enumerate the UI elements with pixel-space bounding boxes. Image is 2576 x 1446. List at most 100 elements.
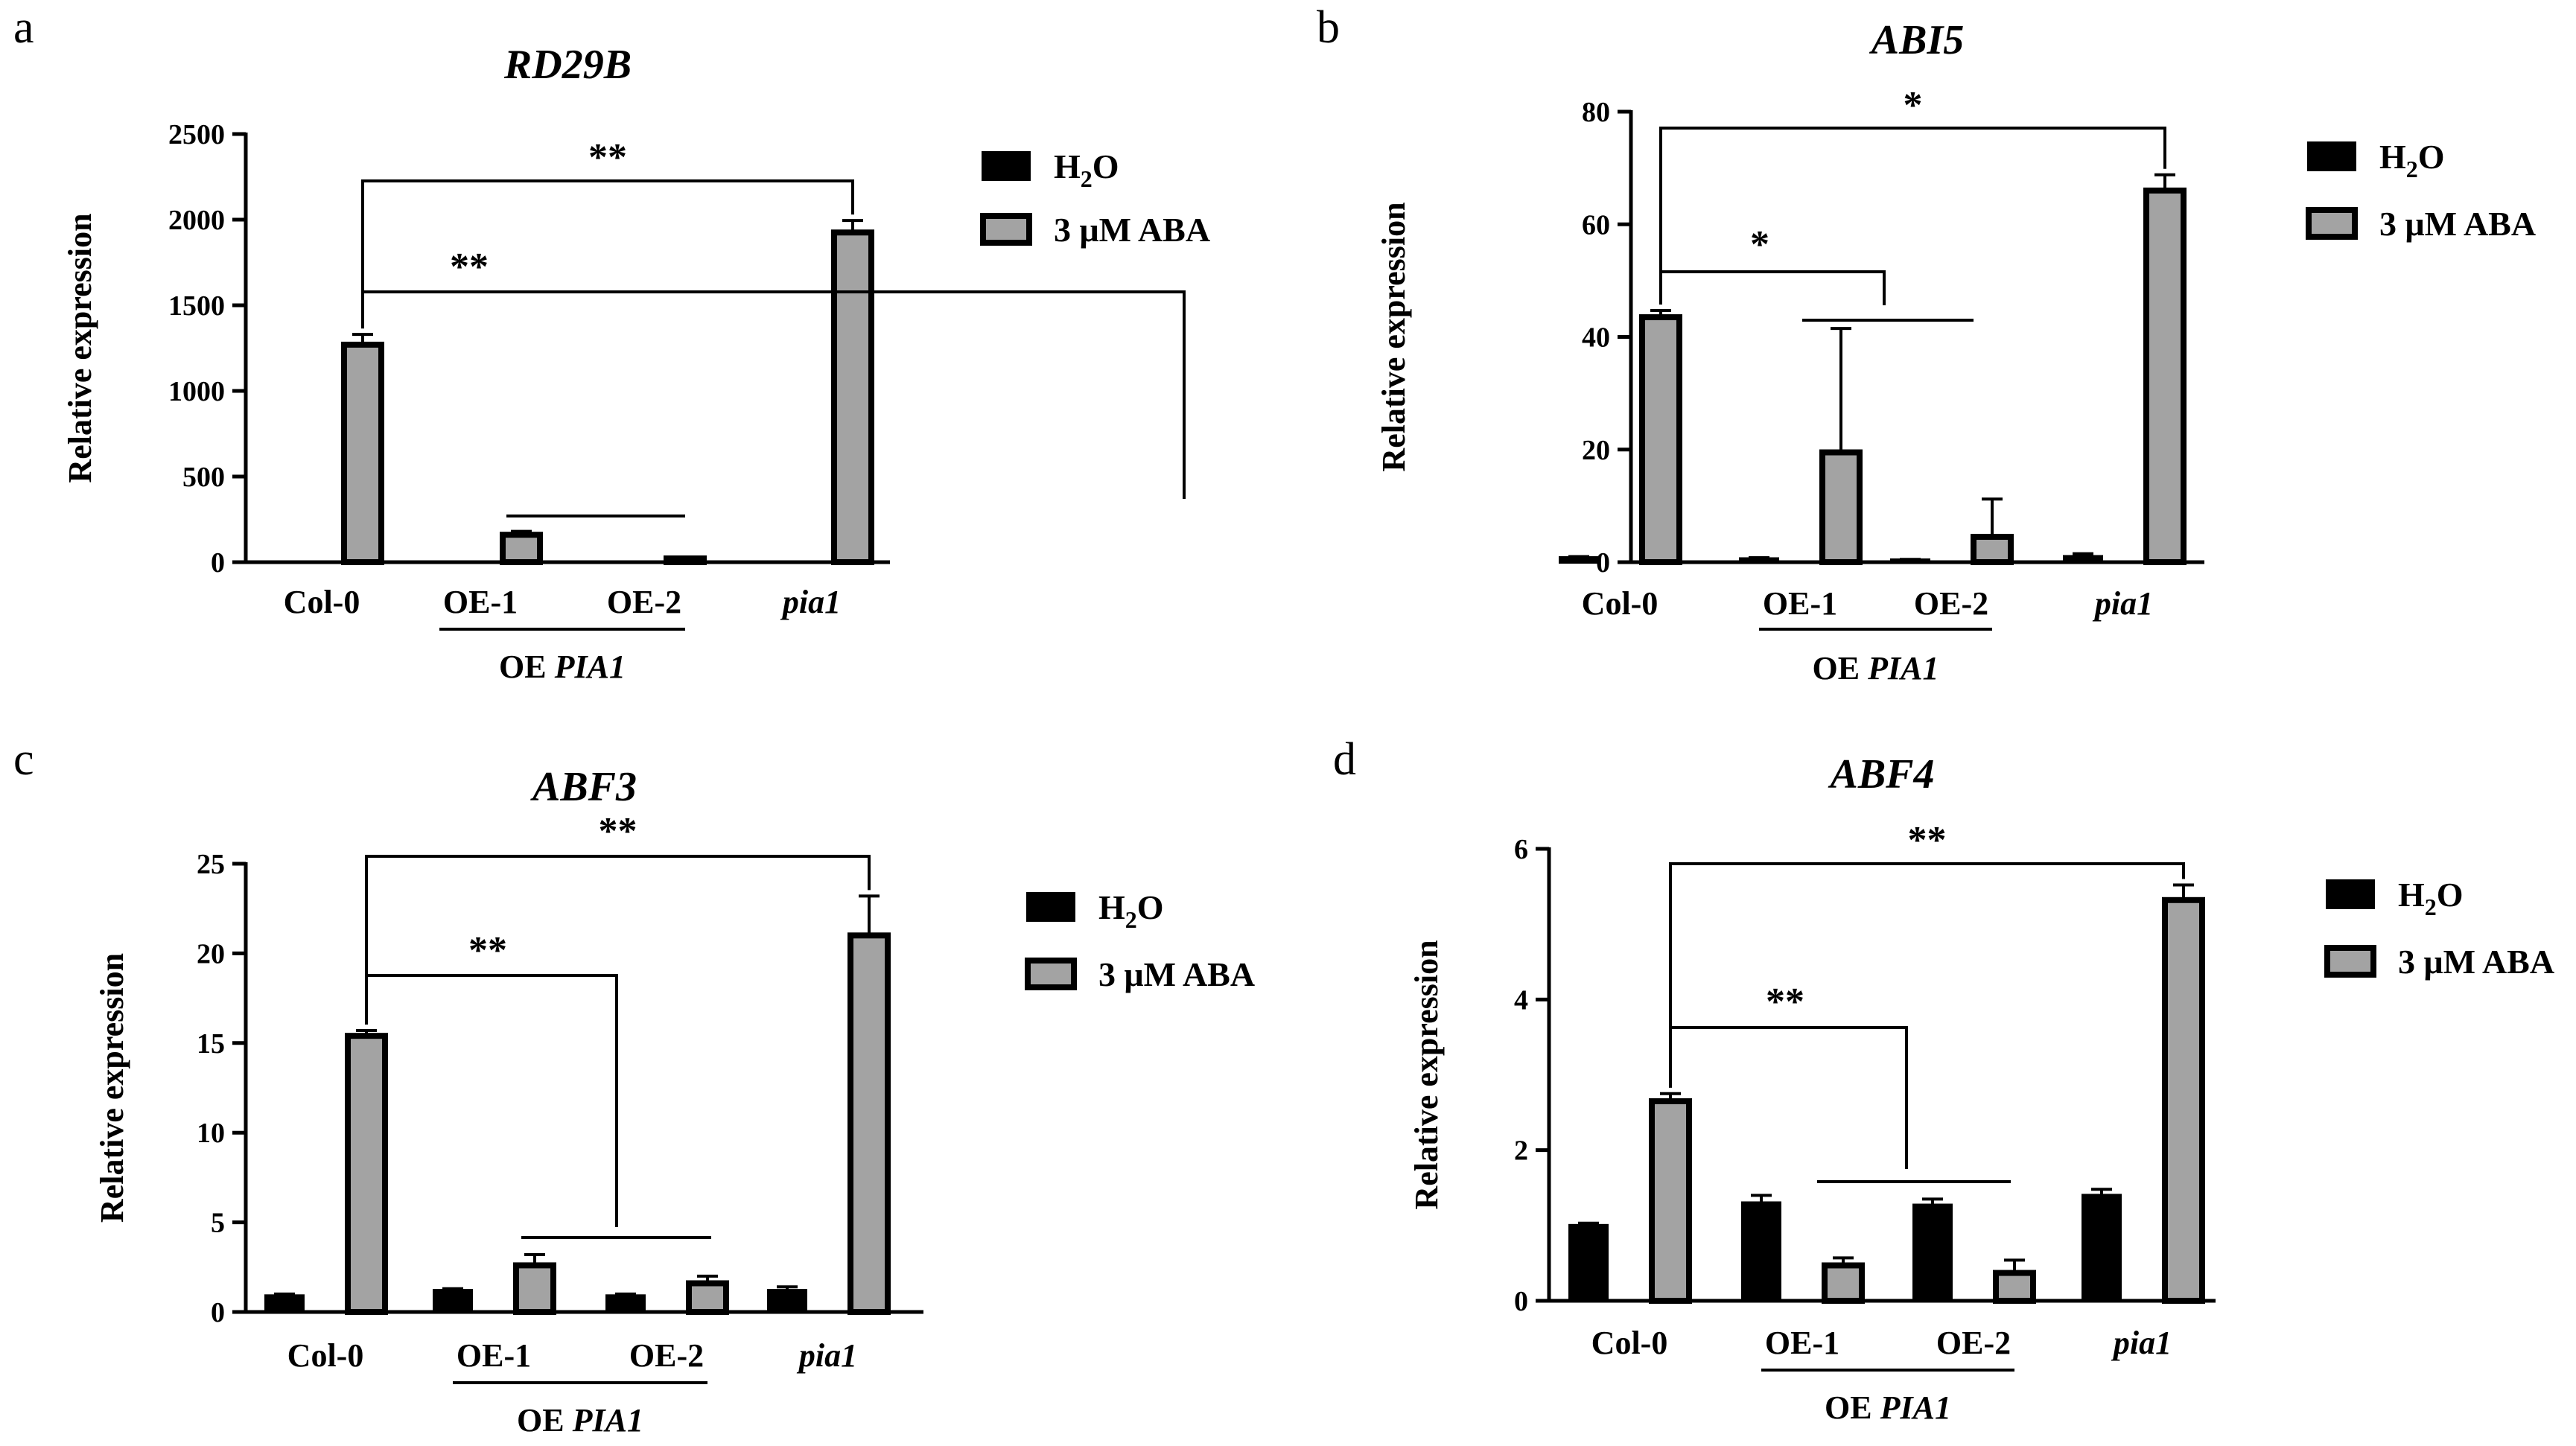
h2o-bar-oe-2 (605, 1294, 646, 1314)
significance-label: ** (468, 929, 507, 972)
category-label: OE-2 (1936, 1325, 2011, 1361)
group-label-prefix: OE (517, 1402, 565, 1439)
group-label-space (565, 1402, 573, 1439)
legend-swatch-aba (980, 213, 1032, 246)
y-axis-label: Relative expression (1376, 202, 1412, 471)
significance-bracket (1669, 862, 2185, 1088)
category-label: OE-2 (1914, 585, 1988, 622)
significance-label: ** (450, 246, 489, 288)
h2o-bar-oe-1 (1739, 557, 1779, 564)
group-label-prefix: OE (1825, 1389, 1872, 1426)
category-label: pia1 (2111, 1325, 2172, 1361)
legend-h2o-main: H (2398, 876, 2425, 914)
h2o-bar-col-0 (1568, 1223, 1609, 1303)
legend-label-h2o: H2O (1098, 888, 1164, 933)
y-tick-label: 20 (197, 938, 225, 969)
h2o-bar-pia1 (2082, 1194, 2122, 1303)
chart-title: ABI5 (1869, 17, 1965, 63)
category-label: OE-1 (457, 1337, 531, 1374)
h2o-bar-pia1 (767, 1289, 807, 1314)
group-label-gene: PIA1 (572, 1402, 643, 1439)
aba-bar-pia1 (831, 229, 874, 565)
category-label: OE-2 (607, 584, 681, 620)
h2o-bar-col-0 (264, 1294, 305, 1314)
group-label-prefix: OE (499, 649, 547, 685)
legend: H2O 3 μM ABA (980, 147, 1210, 249)
y-tick-label: 1000 (168, 376, 225, 407)
group-label-space (547, 649, 555, 685)
aba-bar-oe-2 (686, 1280, 729, 1316)
y-tick-label: 2 (1514, 1136, 1528, 1167)
legend-label-aba: 3 μM ABA (1054, 211, 1210, 249)
panel-letter: d (1333, 734, 1356, 785)
legend-swatch-h2o (982, 151, 1031, 181)
legend-h2o-end: O (2418, 138, 2445, 176)
category-label: Col-0 (284, 584, 360, 620)
legend-h2o-sub: 2 (1081, 165, 1093, 192)
h2o-bar-oe-1 (433, 1289, 473, 1314)
y-tick-label: 0 (1514, 1286, 1528, 1317)
significance-bracket (365, 855, 871, 1025)
aba-bar-col-0 (341, 341, 384, 565)
significance-label: ** (1766, 981, 1804, 1023)
category-label: OE-1 (1765, 1325, 1839, 1361)
legend-h2o-sub: 2 (1125, 906, 1137, 933)
legend: H2O 3 μM ABA (1025, 888, 1255, 993)
category-label: OE-2 (629, 1337, 704, 1374)
legend-label-aba: 3 μM ABA (1098, 955, 1255, 993)
legend-label-aba: 3 μM ABA (2398, 943, 2554, 981)
legend-h2o-main: H (2379, 138, 2406, 176)
significance-label: * (1904, 84, 1923, 127)
panel-b: b ABI5 Relative expression 0 20 40 60 80 Col-0 OE… (1317, 2, 2536, 687)
h2o-bar-oe-2 (1912, 1203, 1953, 1302)
panel-a: a RD29B Relative expression 0 500 1000 1500 200… (13, 2, 1210, 685)
aba-bar-oe-1 (500, 532, 543, 566)
panel-letter: b (1317, 2, 1340, 53)
legend-h2o-main: H (1098, 888, 1125, 926)
y-tick-label: 0 (1596, 547, 1610, 579)
chart-title: ABF4 (1828, 751, 1934, 797)
legend-h2o-sub: 2 (2406, 156, 2418, 182)
legend: H2O 3 μM ABA (2306, 138, 2536, 243)
group-label: OE PIA1 (517, 1402, 643, 1439)
significance-bracket (361, 179, 854, 329)
y-tick-label: 20 (1582, 435, 1610, 466)
significance-bracket (361, 290, 1186, 499)
group-label-space (1872, 1389, 1880, 1426)
aba-bar-pia1 (2143, 187, 2187, 565)
legend-h2o-end: O (1137, 888, 1164, 926)
category-label: pia1 (796, 1337, 857, 1374)
group-label: OE PIA1 (1825, 1389, 1951, 1426)
legend-swatch-h2o (1026, 892, 1075, 922)
significance-bracket (1659, 127, 2166, 305)
legend-label-h2o: H2O (2398, 876, 2464, 920)
legend-swatch-aba (1025, 958, 1077, 990)
category-label: Col-0 (1582, 585, 1659, 622)
category-label: Col-0 (287, 1337, 364, 1374)
h2o-bar-oe-1 (1741, 1201, 1781, 1302)
y-tick-label: 0 (211, 1297, 225, 1328)
significance-label: ** (1908, 819, 1947, 861)
legend-swatch-aba (2306, 207, 2358, 240)
aba-bar-oe-2 (1971, 533, 2014, 565)
y-tick-label: 4 (1514, 984, 1528, 1016)
aba-bar-col-0 (345, 1033, 388, 1315)
y-tick-label: 500 (182, 462, 225, 493)
y-tick-label: 1500 (168, 290, 225, 322)
y-tick-label: 10 (197, 1118, 225, 1149)
significance-bracket (1659, 270, 1886, 305)
category-label: pia1 (780, 584, 841, 620)
legend-label-h2o: H2O (2379, 138, 2445, 182)
y-tick-label: 60 (1582, 209, 1610, 241)
h2o-bar-pia1 (2063, 555, 2103, 564)
y-axis-label: Relative expression (62, 213, 98, 482)
legend-h2o-end: O (1093, 147, 1119, 185)
significance-bracket (1669, 1026, 1908, 1169)
aba-bar-oe-1 (1822, 1262, 1865, 1304)
y-axis-label: Relative expression (94, 953, 130, 1223)
y-tick-label: 25 (197, 849, 225, 880)
h2o-bar-col-0 (1559, 555, 1599, 564)
significance-label: ** (599, 810, 637, 853)
y-tick-label: 15 (197, 1028, 225, 1060)
legend-swatch-aba (2324, 945, 2376, 978)
